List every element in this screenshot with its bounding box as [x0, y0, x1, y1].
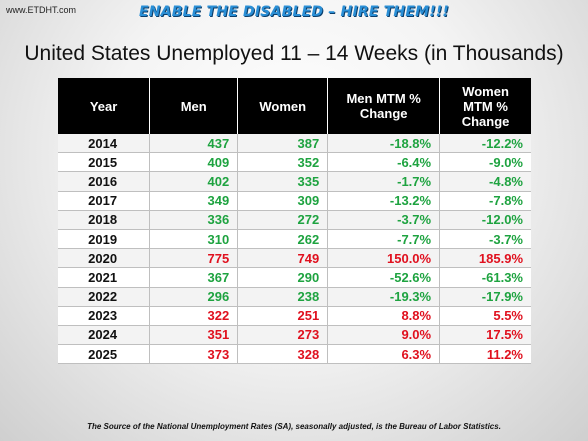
cell-men-mtm-change: 6.3% [327, 344, 441, 365]
header-women-mtm-change: Women MTM % Change [439, 78, 531, 134]
table-row: 2025 373 328 6.3% 11.2% [58, 344, 531, 365]
table-row: 2019 310 262 -7.7% -3.7% [58, 229, 531, 250]
table-row: 2014 437 387 -18.8% -12.2% [58, 134, 531, 154]
header-year: Year [58, 78, 151, 134]
table-row: 2022 296 238 -19.3% -17.9% [58, 287, 531, 307]
table-row: 2023 322 251 8.8% 5.5% [58, 306, 531, 326]
cell-year: 2014 [58, 134, 151, 154]
cell-year: 2021 [58, 267, 151, 288]
table-row: 2021 367 290 -52.6% -61.3% [58, 267, 531, 288]
cell-women-mtm-change: -17.9% [439, 287, 531, 307]
cell-men: 437 [149, 134, 239, 154]
cell-women-mtm-change: -4.8% [439, 171, 531, 192]
cell-men-mtm-change: -7.7% [327, 229, 441, 250]
cell-women: 251 [237, 306, 329, 326]
cell-year: 2018 [58, 210, 151, 230]
cell-year: 2016 [58, 171, 151, 192]
cell-women: 309 [237, 191, 329, 211]
header-men-mtm-change: Men MTM % Change [327, 78, 441, 134]
cell-women: 387 [237, 134, 329, 154]
cell-women-mtm-change: 11.2% [439, 344, 531, 365]
cell-men: 367 [149, 267, 239, 288]
cell-men-mtm-change: -52.6% [327, 267, 441, 288]
cell-men-mtm-change: -19.3% [327, 287, 441, 307]
cell-women-mtm-change: 5.5% [439, 306, 531, 326]
cell-men-mtm-change: -3.7% [327, 210, 441, 230]
cell-women: 273 [237, 325, 329, 346]
cell-women: 238 [237, 287, 329, 307]
site-url: www.ETDHT.com [6, 5, 77, 15]
cell-men: 351 [149, 325, 239, 346]
cell-year: 2015 [58, 152, 151, 173]
header-women: Women [237, 78, 329, 134]
cell-women: 328 [237, 344, 329, 365]
cell-women: 290 [237, 267, 329, 288]
unemployment-table: Year Men Women Men MTM % Change Women MT… [58, 78, 531, 365]
table-row: 2016 402 335 -1.7% -4.8% [58, 171, 531, 192]
cell-women-mtm-change: -12.0% [439, 210, 531, 230]
cell-men: 402 [149, 171, 239, 192]
cell-men-mtm-change: -18.8% [327, 134, 441, 154]
cell-women-mtm-change: -3.7% [439, 229, 531, 250]
cell-year: 2025 [58, 344, 151, 365]
cell-women-mtm-change: -7.8% [439, 191, 531, 211]
table-row: 2020 775 749 150.0% 185.9% [58, 248, 531, 269]
cell-women-mtm-change: -61.3% [439, 267, 531, 288]
cell-year: 2023 [58, 306, 151, 326]
cell-men-mtm-change: -6.4% [327, 152, 441, 173]
cell-men: 373 [149, 344, 239, 365]
cell-men: 296 [149, 287, 239, 307]
cell-women: 749 [237, 248, 329, 269]
cell-men: 349 [149, 191, 239, 211]
page-title: United States Unemployed 11 – 14 Weeks (… [24, 42, 564, 65]
cell-women-mtm-change: -9.0% [439, 152, 531, 173]
cell-men-mtm-change: -13.2% [327, 191, 441, 211]
cell-year: 2017 [58, 191, 151, 211]
cell-women-mtm-change: -12.2% [439, 134, 531, 154]
cell-women: 262 [237, 229, 329, 250]
cell-women: 352 [237, 152, 329, 173]
table-header-row: Year Men Women Men MTM % Change Women MT… [58, 78, 531, 134]
table-row: 2017 349 309 -13.2% -7.8% [58, 191, 531, 211]
table-row: 2018 336 272 -3.7% -12.0% [58, 210, 531, 230]
cell-men-mtm-change: 150.0% [327, 248, 441, 269]
cell-men-mtm-change: 9.0% [327, 325, 441, 346]
cell-year: 2020 [58, 248, 151, 269]
cell-year: 2019 [58, 229, 151, 250]
cell-men-mtm-change: 8.8% [327, 306, 441, 326]
cell-men: 336 [149, 210, 239, 230]
cell-men: 775 [149, 248, 239, 269]
cell-men: 409 [149, 152, 239, 173]
source-note: The Source of the National Unemployment … [87, 422, 501, 431]
table-row: 2024 351 273 9.0% 17.5% [58, 325, 531, 346]
header-men: Men [149, 78, 239, 134]
cell-year: 2022 [58, 287, 151, 307]
cell-year: 2024 [58, 325, 151, 346]
cell-women: 335 [237, 171, 329, 192]
cell-women-mtm-change: 185.9% [439, 248, 531, 269]
banner-slogan: ENABLE THE DISABLED – HIRE THEM!!! [139, 4, 449, 20]
cell-women: 272 [237, 210, 329, 230]
cell-women-mtm-change: 17.5% [439, 325, 531, 346]
cell-men-mtm-change: -1.7% [327, 171, 441, 192]
table-row: 2015 409 352 -6.4% -9.0% [58, 152, 531, 173]
cell-men: 322 [149, 306, 239, 326]
cell-men: 310 [149, 229, 239, 250]
